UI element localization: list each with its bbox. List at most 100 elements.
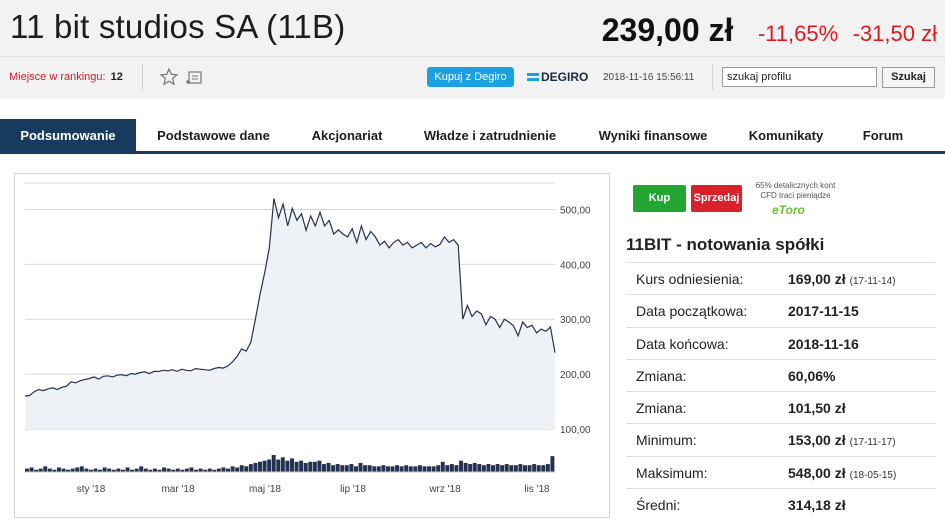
volume-bar [84, 468, 89, 472]
etoro-logo[interactable]: eToro [772, 203, 805, 217]
volume-bar [317, 460, 322, 472]
volume-bar [422, 466, 427, 472]
volume-bar [372, 466, 377, 472]
volume-bar [134, 468, 139, 472]
stat-row: Średni: 314,18 zł [626, 488, 935, 520]
volume-bar [486, 464, 491, 472]
x-tick-label: maj '18 [249, 484, 281, 495]
tab-financials[interactable]: Wyniki finansowe [598, 128, 708, 143]
volume-bar [157, 469, 162, 472]
stat-label: Zmiana: [636, 367, 687, 384]
volume-bar [550, 456, 555, 472]
volume-bar [29, 467, 34, 472]
stat-label: Średni: [636, 497, 681, 514]
volume-bar [527, 465, 532, 472]
x-tick-label: sty '18 [77, 484, 106, 495]
volume-bar [495, 464, 500, 472]
tab-forum[interactable]: Forum [862, 128, 904, 143]
volume-bar [79, 466, 84, 472]
star-icon[interactable] [159, 67, 179, 87]
volume-bar [472, 462, 477, 472]
stat-row: Zmiana: 101,50 zł [626, 391, 935, 423]
x-tick-label: lip '18 [340, 484, 366, 495]
stat-row: Minimum: 153,00 zł (17-11-17) [626, 423, 935, 455]
stat-date: (17-11-17) [849, 437, 896, 449]
volume-bar [454, 465, 459, 472]
tab-bar: Podsumowanie Podstawowe dane Akcjonariat… [0, 119, 945, 154]
degiro-bars-icon [527, 73, 539, 81]
volume-bar [152, 468, 157, 472]
volume-bar [47, 468, 52, 472]
volume-bar [61, 468, 66, 472]
divider [712, 64, 713, 90]
degiro-logo[interactable]: DEGIRO [527, 70, 588, 84]
y-tick-label: 400,00 [560, 260, 591, 271]
volume-bar [226, 468, 231, 472]
price-chart[interactable]: 100,00 200,00 300,00 400,00 500,00 sty '18 ma… [14, 173, 610, 518]
volume-bar [189, 467, 194, 472]
ranking-label: Miejsce w rankingu: [9, 71, 106, 83]
ranking-value: 12 [110, 71, 123, 83]
volume-bar [148, 469, 153, 472]
volume-bar [212, 469, 217, 472]
volume-bar [395, 465, 400, 472]
stat-value: 101,50 zł [788, 400, 846, 417]
tab-shareholders[interactable]: Akcjonariat [311, 128, 383, 143]
volume-bar [34, 469, 39, 472]
volume-bar [139, 466, 144, 472]
add-to-portfolio-icon[interactable] [185, 67, 205, 87]
price-area [25, 198, 555, 429]
tab-summary[interactable]: Podsumowanie [0, 119, 136, 151]
volume-bar [367, 465, 372, 472]
tab-management[interactable]: Władze i zatrudnienie [423, 128, 557, 143]
quotes-panel-title: 11BIT - notowania spółki [626, 235, 825, 254]
stat-value: 60,06% [788, 367, 836, 384]
y-tick-label: 200,00 [560, 370, 591, 381]
volume-bar [463, 462, 468, 472]
volume-bar [468, 464, 473, 472]
buy-button[interactable]: Kup [633, 185, 686, 212]
sell-button[interactable]: Sprzedaj [691, 185, 742, 212]
stat-value: 548,00 zł (18-05-15) [788, 464, 897, 481]
quote-header: 11 bit studios SA (11B) 239,00 zł -11,65… [0, 0, 945, 99]
volume-bar [518, 464, 523, 472]
volume-bar [162, 467, 167, 472]
volume-bar [344, 465, 349, 472]
volume-bar [230, 466, 235, 472]
buy-with-degiro-button[interactable]: Kupuj z Degiro [427, 67, 514, 87]
volume-bar [116, 468, 121, 472]
tab-basic-data[interactable]: Podstawowe dane [157, 128, 270, 143]
stat-date: (17-11-14) [849, 276, 896, 287]
volume-bar [216, 468, 221, 472]
volume-bar [66, 469, 71, 472]
volume-bar [184, 468, 189, 472]
volume-bar [207, 468, 212, 472]
volume-bar [509, 465, 514, 472]
volume-bar [312, 461, 317, 472]
stat-date: (18-05-15) [849, 469, 897, 481]
volume-bar [513, 465, 518, 472]
volume-bar [427, 466, 432, 472]
change-absolute: -31,50 zł [852, 21, 937, 46]
search-button[interactable]: Szukaj [882, 67, 935, 88]
volume-bar [280, 457, 285, 472]
search-profile-input[interactable] [722, 67, 877, 87]
volume-bar [93, 468, 98, 472]
volume-bar [98, 469, 103, 472]
volume-bar [308, 461, 313, 472]
volume-bar [125, 467, 130, 472]
volume-bar [258, 461, 262, 472]
quote-timestamp: 2018-11-16 15:56:11 [603, 72, 695, 83]
volume-bar [459, 460, 464, 472]
volume-bar [203, 469, 208, 472]
volume-bar [299, 460, 304, 472]
volume-bar [358, 462, 363, 472]
volume-bar [545, 464, 550, 472]
volume-bar [404, 465, 409, 472]
volume-bar [267, 459, 272, 472]
stat-label: Zmiana: [636, 400, 687, 417]
volume-bar [75, 467, 80, 472]
tab-announcements[interactable]: Komunikaty [748, 128, 824, 143]
stat-label: Maksimum: [636, 464, 708, 481]
volume-bar [523, 465, 527, 472]
